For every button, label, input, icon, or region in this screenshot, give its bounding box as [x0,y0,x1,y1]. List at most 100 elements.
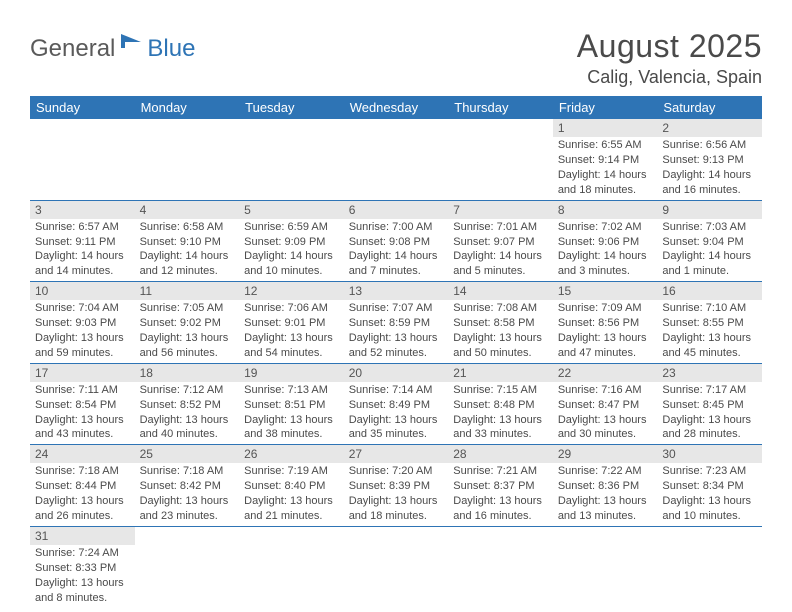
daylight1-text: Daylight: 14 hours [35,249,130,264]
sunset-text: Sunset: 8:47 PM [558,398,653,413]
day-number: 19 [239,364,344,382]
sunrise-text: Sunrise: 7:12 AM [140,383,235,398]
day-detail: Sunrise: 7:14 AMSunset: 8:49 PMDaylight:… [344,382,449,444]
day-number: 18 [135,364,240,382]
sunrise-text: Sunrise: 7:02 AM [558,220,653,235]
sunset-text: Sunset: 8:42 PM [140,479,235,494]
sunset-text: Sunset: 8:45 PM [662,398,757,413]
day-detail: Sunrise: 7:17 AMSunset: 8:45 PMDaylight:… [657,382,762,444]
day-cell: 25Sunrise: 7:18 AMSunset: 8:42 PMDayligh… [135,445,240,527]
daylight1-text: Daylight: 13 hours [453,494,548,509]
sunrise-text: Sunrise: 7:14 AM [349,383,444,398]
sunrise-text: Sunrise: 7:15 AM [453,383,548,398]
sunrise-text: Sunrise: 7:07 AM [349,301,444,316]
day-cell: 12Sunrise: 7:06 AMSunset: 9:01 PMDayligh… [239,282,344,364]
daylight2-text: and 35 minutes. [349,427,444,442]
day-cell: 21Sunrise: 7:15 AMSunset: 8:48 PMDayligh… [448,363,553,445]
day-detail: Sunrise: 7:21 AMSunset: 8:37 PMDaylight:… [448,463,553,525]
day-detail: Sunrise: 7:20 AMSunset: 8:39 PMDaylight:… [344,463,449,525]
day-cell: 3Sunrise: 6:57 AMSunset: 9:11 PMDaylight… [30,200,135,282]
daylight1-text: Daylight: 14 hours [349,249,444,264]
day-number: 10 [30,282,135,300]
daylight1-text: Daylight: 14 hours [558,249,653,264]
daylight2-text: and 26 minutes. [35,509,130,524]
empty-cell [344,526,449,607]
sunset-text: Sunset: 9:08 PM [349,235,444,250]
daylight1-text: Daylight: 13 hours [140,494,235,509]
day-detail: Sunrise: 6:56 AMSunset: 9:13 PMDaylight:… [657,137,762,199]
daylight2-text: and 12 minutes. [140,264,235,279]
day-detail: Sunrise: 7:02 AMSunset: 9:06 PMDaylight:… [553,219,658,281]
day-number: 11 [135,282,240,300]
empty-cell [344,119,449,200]
day-number: 5 [239,201,344,219]
location-text: Calig, Valencia, Spain [577,67,762,88]
day-detail: Sunrise: 7:12 AMSunset: 8:52 PMDaylight:… [135,382,240,444]
header: General Blue August 2025 Calig, Valencia… [30,28,762,88]
day-detail: Sunrise: 7:08 AMSunset: 8:58 PMDaylight:… [448,300,553,362]
daylight1-text: Daylight: 13 hours [453,413,548,428]
day-cell: 6Sunrise: 7:00 AMSunset: 9:08 PMDaylight… [344,200,449,282]
daylight2-text: and 56 minutes. [140,346,235,361]
sunrise-text: Sunrise: 7:04 AM [35,301,130,316]
daylight1-text: Daylight: 14 hours [558,168,653,183]
daylight2-text: and 14 minutes. [35,264,130,279]
day-detail: Sunrise: 7:00 AMSunset: 9:08 PMDaylight:… [344,219,449,281]
sunrise-text: Sunrise: 7:18 AM [35,464,130,479]
daylight1-text: Daylight: 13 hours [349,494,444,509]
day-detail: Sunrise: 7:19 AMSunset: 8:40 PMDaylight:… [239,463,344,525]
day-detail: Sunrise: 7:07 AMSunset: 8:59 PMDaylight:… [344,300,449,362]
day-number: 20 [344,364,449,382]
sunrise-text: Sunrise: 6:58 AM [140,220,235,235]
sunrise-text: Sunrise: 7:24 AM [35,546,130,561]
sunset-text: Sunset: 8:55 PM [662,316,757,331]
empty-cell [135,526,240,607]
day-cell: 16Sunrise: 7:10 AMSunset: 8:55 PMDayligh… [657,282,762,364]
calendar-row: 17Sunrise: 7:11 AMSunset: 8:54 PMDayligh… [30,363,762,445]
weekday-header: Friday [553,96,658,119]
empty-cell [135,119,240,200]
sunset-text: Sunset: 8:39 PM [349,479,444,494]
sunset-text: Sunset: 8:49 PM [349,398,444,413]
daylight2-text: and 21 minutes. [244,509,339,524]
daylight2-text: and 10 minutes. [662,509,757,524]
daylight2-text: and 5 minutes. [453,264,548,279]
daylight2-text: and 1 minute. [662,264,757,279]
daylight1-text: Daylight: 13 hours [349,331,444,346]
day-number: 27 [344,445,449,463]
daylight2-text: and 47 minutes. [558,346,653,361]
daylight2-text: and 7 minutes. [349,264,444,279]
daylight2-text: and 8 minutes. [35,591,130,606]
sunrise-text: Sunrise: 7:09 AM [558,301,653,316]
empty-cell [448,119,553,200]
sunrise-text: Sunrise: 7:11 AM [35,383,130,398]
day-detail: Sunrise: 7:13 AMSunset: 8:51 PMDaylight:… [239,382,344,444]
sunset-text: Sunset: 8:48 PM [453,398,548,413]
daylight1-text: Daylight: 13 hours [558,331,653,346]
weekday-header: Monday [135,96,240,119]
day-number: 8 [553,201,658,219]
daylight2-text: and 54 minutes. [244,346,339,361]
sunrise-text: Sunrise: 7:06 AM [244,301,339,316]
sunset-text: Sunset: 9:09 PM [244,235,339,250]
day-number: 25 [135,445,240,463]
daylight1-text: Daylight: 14 hours [662,249,757,264]
daylight2-text: and 38 minutes. [244,427,339,442]
sunset-text: Sunset: 8:36 PM [558,479,653,494]
day-number: 4 [135,201,240,219]
sunset-text: Sunset: 9:11 PM [35,235,130,250]
day-cell: 23Sunrise: 7:17 AMSunset: 8:45 PMDayligh… [657,363,762,445]
day-detail: Sunrise: 6:57 AMSunset: 9:11 PMDaylight:… [30,219,135,281]
sunrise-text: Sunrise: 7:00 AM [349,220,444,235]
page-title: August 2025 [577,28,762,65]
daylight1-text: Daylight: 14 hours [453,249,548,264]
daylight2-text: and 16 minutes. [662,183,757,198]
sunrise-text: Sunrise: 7:17 AM [662,383,757,398]
title-block: August 2025 Calig, Valencia, Spain [577,28,762,88]
daylight2-text: and 33 minutes. [453,427,548,442]
day-number: 2 [657,119,762,137]
day-cell: 20Sunrise: 7:14 AMSunset: 8:49 PMDayligh… [344,363,449,445]
day-cell: 22Sunrise: 7:16 AMSunset: 8:47 PMDayligh… [553,363,658,445]
day-number: 16 [657,282,762,300]
day-number: 29 [553,445,658,463]
